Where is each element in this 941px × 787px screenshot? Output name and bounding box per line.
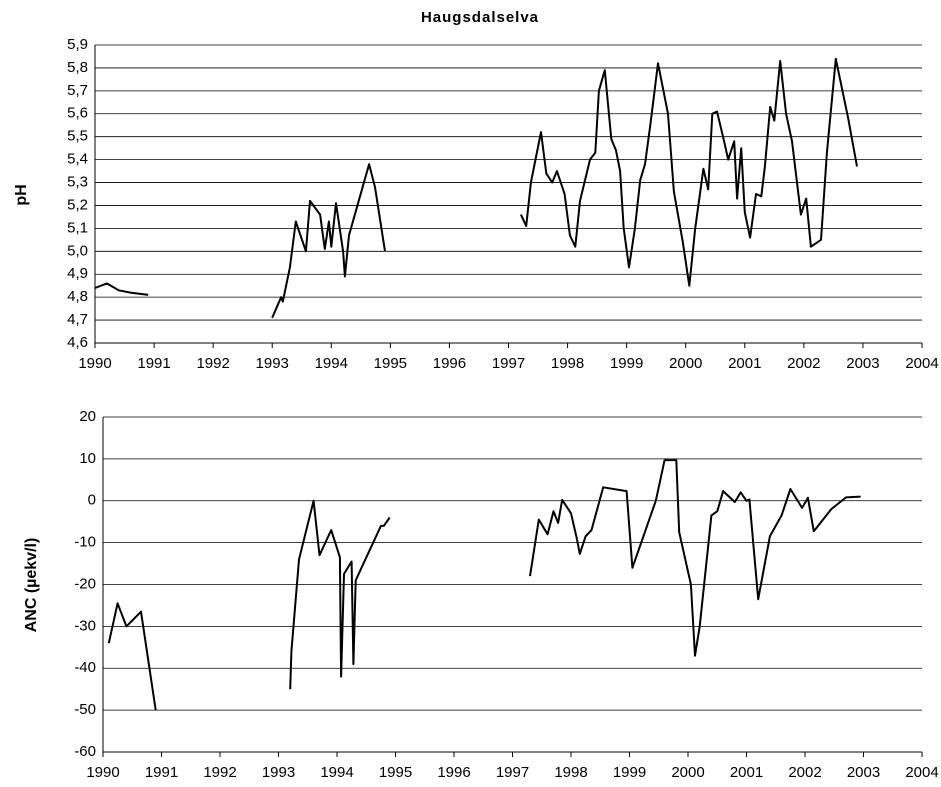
x-tick-label: 1997 bbox=[492, 355, 525, 372]
y-tick-label: 5,5 bbox=[67, 128, 88, 145]
chart-title: Haugsdalselva bbox=[421, 9, 539, 26]
y-tick-label: 5,3 bbox=[67, 174, 88, 191]
x-tick-label: 2002 bbox=[788, 764, 821, 781]
y-tick-label: 5,0 bbox=[67, 242, 88, 259]
y-tick-label: 5,2 bbox=[67, 196, 88, 213]
x-tick-label: 1992 bbox=[196, 355, 229, 372]
y-tick-label: 5,8 bbox=[67, 59, 88, 76]
y-tick-label: -50 bbox=[74, 701, 96, 718]
x-tick-label: 1999 bbox=[610, 355, 643, 372]
x-tick-label: 1991 bbox=[145, 764, 178, 781]
x-tick-label: 2000 bbox=[669, 355, 702, 372]
x-tick-label: 1998 bbox=[551, 355, 584, 372]
x-tick-label: 2001 bbox=[730, 764, 763, 781]
x-tick-label: 1991 bbox=[137, 355, 170, 372]
y-tick-label: -40 bbox=[74, 659, 96, 676]
y-axis-label: ANC (µekv/l) bbox=[23, 538, 40, 633]
x-tick-label: 1999 bbox=[613, 764, 646, 781]
x-tick-label: 2004 bbox=[905, 355, 938, 372]
x-tick-label: 1994 bbox=[320, 764, 353, 781]
x-tick-label: 1995 bbox=[374, 355, 407, 372]
y-tick-label: 5,9 bbox=[67, 36, 88, 53]
x-tick-label: 1990 bbox=[78, 355, 111, 372]
y-tick-label: -30 bbox=[74, 617, 96, 634]
y-tick-label: 4,8 bbox=[67, 288, 88, 305]
x-tick-label: 2003 bbox=[847, 764, 880, 781]
y-tick-label: 4,6 bbox=[67, 334, 88, 351]
y-axis-label: pH bbox=[13, 184, 30, 205]
x-tick-label: 2002 bbox=[787, 355, 820, 372]
y-tick-label: 4,7 bbox=[67, 311, 88, 328]
x-tick-label: 1997 bbox=[496, 764, 529, 781]
x-tick-label: 1993 bbox=[256, 355, 289, 372]
y-tick-label: 5,7 bbox=[67, 82, 88, 99]
x-tick-label: 1998 bbox=[554, 764, 587, 781]
x-tick-label: 2004 bbox=[905, 764, 938, 781]
y-tick-label: 20 bbox=[79, 408, 96, 425]
x-tick-label: 1996 bbox=[437, 764, 470, 781]
y-tick-label: -10 bbox=[74, 534, 96, 551]
x-tick-label: 1992 bbox=[203, 764, 236, 781]
x-tick-label: 2003 bbox=[846, 355, 879, 372]
x-tick-label: 1993 bbox=[262, 764, 295, 781]
y-tick-label: 5,4 bbox=[67, 151, 88, 168]
y-tick-label: -60 bbox=[74, 743, 96, 760]
y-tick-label: -20 bbox=[74, 575, 96, 592]
x-tick-label: 1990 bbox=[86, 764, 119, 781]
x-tick-label: 1996 bbox=[433, 355, 466, 372]
y-tick-label: 0 bbox=[88, 492, 96, 509]
y-tick-label: 5,6 bbox=[67, 105, 88, 122]
data-line bbox=[107, 459, 861, 711]
data-line bbox=[94, 57, 858, 319]
x-tick-label: 2001 bbox=[728, 355, 761, 372]
y-tick-label: 5,1 bbox=[67, 219, 88, 236]
x-tick-label: 1994 bbox=[315, 355, 348, 372]
x-tick-label: 2000 bbox=[671, 764, 704, 781]
x-tick-label: 1995 bbox=[379, 764, 412, 781]
y-tick-label: 4,9 bbox=[67, 265, 88, 282]
y-tick-label: 10 bbox=[79, 450, 96, 467]
